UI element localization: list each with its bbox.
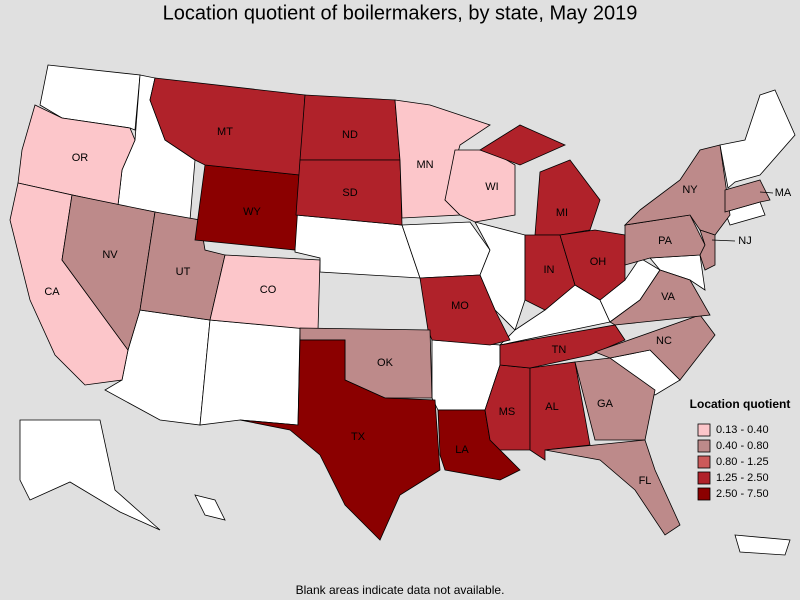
state [199, 319, 301, 426]
state [699, 229, 716, 271]
legend-title: Location quotient [690, 397, 791, 411]
state-label: OK [377, 357, 394, 369]
state-label: GA [597, 398, 614, 410]
legend-swatch [697, 471, 711, 485]
state [17, 104, 136, 206]
states: OR CA NV UT CO WY MT ND SD MN WI MI IN OH MO OK TX LA MS AL… [9, 77, 792, 541]
state-label: NY [682, 184, 698, 196]
legend-label: 1.25 - 2.50 [716, 472, 769, 484]
state [719, 89, 796, 189]
state-label: WI [485, 181, 498, 193]
state-label: PA [658, 235, 673, 247]
state [524, 234, 576, 311]
state [623, 144, 731, 236]
state-label: NJ [738, 235, 751, 247]
state-label: AL [545, 401, 558, 413]
legend-label: 2.50 - 7.50 [716, 488, 769, 500]
state-label: MA [775, 187, 792, 199]
state-label: NC [656, 335, 672, 347]
state-label: UT [176, 266, 191, 278]
state [194, 494, 226, 521]
state-label: OH [590, 256, 607, 268]
state-label: CO [260, 284, 277, 296]
state-label: FL [639, 475, 652, 487]
state-label: MS [499, 406, 516, 418]
state [724, 179, 771, 213]
state [295, 159, 403, 226]
state-label: MI [556, 207, 568, 219]
leader-line [711, 239, 736, 242]
state-label: NV [102, 249, 118, 261]
footnote: Blank areas indicate data not available. [296, 583, 505, 597]
state-label: WY [243, 206, 261, 218]
state-label: ND [342, 129, 358, 141]
legend: Location quotient 0.13 - 0.40 0.40 - 0.80… [690, 397, 791, 501]
state-label: LA [455, 444, 469, 456]
state [559, 229, 626, 301]
map-title: Location quotient of boilermakers, by st… [163, 2, 638, 24]
state [19, 419, 161, 531]
legend-label: 0.13 - 0.40 [716, 424, 769, 436]
legend-swatch [697, 423, 711, 437]
legend-label: 0.40 - 0.80 [716, 440, 769, 452]
leader-line [759, 191, 774, 194]
legend-label: 0.80 - 1.25 [716, 456, 769, 468]
state-label: MN [416, 159, 433, 171]
state [299, 94, 401, 161]
legend-swatch [697, 455, 711, 469]
state [734, 534, 791, 556]
state-label: TN [552, 344, 567, 356]
state-label: VA [661, 291, 676, 303]
state [544, 439, 681, 536]
state [609, 269, 711, 326]
state [239, 339, 441, 541]
legend-swatch [697, 487, 711, 501]
state-label: IN [544, 264, 555, 276]
state-label: CA [44, 286, 60, 298]
state-label: MT [217, 126, 233, 138]
state-label: SD [342, 187, 357, 199]
legend-swatch [697, 439, 711, 453]
state [574, 357, 656, 441]
state-label: TX [351, 431, 366, 443]
state-label: MO [451, 300, 469, 312]
state [61, 194, 156, 351]
state-label: OR [72, 152, 89, 164]
